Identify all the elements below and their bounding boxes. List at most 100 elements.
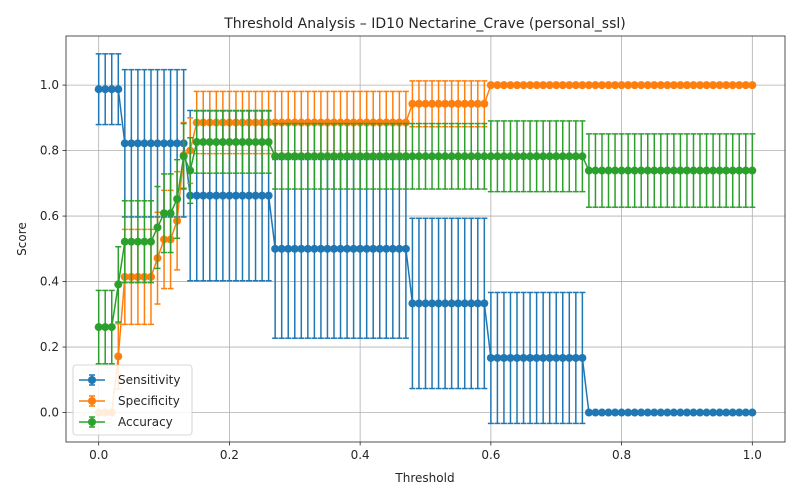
specificity-point (447, 99, 456, 108)
specificity-point (480, 99, 489, 108)
accuracy-point (375, 152, 384, 161)
accuracy-point (643, 166, 652, 175)
accuracy-point (565, 152, 574, 161)
accuracy-point (578, 152, 587, 161)
specificity-point (284, 118, 293, 127)
sensitivity-point (401, 244, 410, 253)
sensitivity-point (388, 244, 397, 253)
sensitivity-point (310, 244, 319, 253)
accuracy-point (513, 152, 522, 161)
y-tick-label: 0.0 (40, 406, 59, 420)
sensitivity-point (637, 408, 646, 417)
accuracy-point (506, 152, 515, 161)
legend-label-accuracy: Accuracy (118, 415, 173, 429)
accuracy-point (238, 138, 247, 147)
accuracy-point (316, 152, 325, 161)
accuracy-point (493, 152, 502, 161)
legend-box (72, 364, 193, 436)
sensitivity-point (290, 244, 299, 253)
specificity-point (441, 99, 450, 108)
specificity-point (748, 81, 757, 90)
specificity-point (290, 118, 299, 127)
specificity-point (591, 81, 600, 90)
sensitivity-point (323, 244, 332, 253)
legend-marker-accuracy (88, 418, 96, 426)
chart-title: Threshold Analysis – ID10 Nectarine_Crav… (223, 16, 626, 32)
specificity-point (728, 81, 737, 90)
specificity-point (539, 81, 548, 90)
sensitivity-point (630, 408, 639, 417)
accuracy-point (245, 138, 254, 147)
sensitivity-point (702, 408, 711, 417)
sensitivity-point (356, 244, 365, 253)
sensitivity-point (467, 299, 476, 308)
specificity-point (663, 81, 672, 90)
specificity-point (303, 118, 312, 127)
sensitivity-point (643, 408, 652, 417)
sensitivity-point (284, 244, 293, 253)
specificity-point (682, 81, 691, 90)
sensitivity-point (656, 408, 665, 417)
sensitivity-point (343, 244, 352, 253)
sensitivity-point (101, 85, 110, 94)
accuracy-point (656, 166, 665, 175)
accuracy-point (284, 152, 293, 161)
accuracy-point (539, 152, 548, 161)
specificity-point (630, 81, 639, 90)
sensitivity-point (441, 299, 450, 308)
accuracy-point (382, 152, 391, 161)
sensitivity-point (604, 408, 613, 417)
accuracy-point (604, 166, 613, 175)
accuracy-point (225, 138, 234, 147)
sensitivity-point (447, 299, 456, 308)
sensitivity-point (735, 408, 744, 417)
specificity-point (493, 81, 502, 90)
specificity-point (741, 81, 750, 90)
accuracy-point (362, 152, 371, 161)
sensitivity-point (545, 353, 554, 362)
accuracy-point (218, 138, 227, 147)
specificity-point (558, 81, 567, 90)
accuracy-point (591, 166, 600, 175)
accuracy-point (310, 152, 319, 161)
specificity-point (428, 99, 437, 108)
sensitivity-point (473, 299, 482, 308)
sensitivity-point (558, 353, 567, 362)
accuracy-series (94, 110, 757, 365)
specificity-point (526, 81, 535, 90)
specificity-point (689, 81, 698, 90)
accuracy-point (630, 166, 639, 175)
sensitivity-point (245, 191, 254, 200)
sensitivity-point (107, 85, 116, 94)
sensitivity-point (591, 408, 600, 417)
legend: Sensitivity Specificity Accuracy (72, 364, 193, 436)
sensitivity-point (421, 299, 430, 308)
sensitivity-point (408, 299, 417, 308)
sensitivity-point (663, 408, 672, 417)
specificity-point (637, 81, 646, 90)
accuracy-point (297, 152, 306, 161)
sensitivity-point (428, 299, 437, 308)
accuracy-point (532, 152, 541, 161)
specificity-point (617, 81, 626, 90)
accuracy-point (552, 152, 561, 161)
accuracy-point (617, 166, 626, 175)
y-tick-label: 0.6 (40, 209, 59, 223)
sensitivity-point (231, 191, 240, 200)
sensitivity-point (225, 191, 234, 200)
sensitivity-point (133, 139, 142, 148)
x-tick-label: 0.8 (612, 448, 631, 462)
specificity-point (578, 81, 587, 90)
accuracy-point (460, 152, 469, 161)
specificity-point (513, 81, 522, 90)
sensitivity-point (205, 191, 214, 200)
accuracy-point (199, 138, 208, 147)
accuracy-point (421, 152, 430, 161)
sensitivity-point (454, 299, 463, 308)
accuracy-point (486, 152, 495, 161)
accuracy-point (153, 223, 162, 232)
sensitivity-point (715, 408, 724, 417)
accuracy-point (669, 166, 678, 175)
sensitivity-point (539, 353, 548, 362)
accuracy-point (133, 237, 142, 246)
